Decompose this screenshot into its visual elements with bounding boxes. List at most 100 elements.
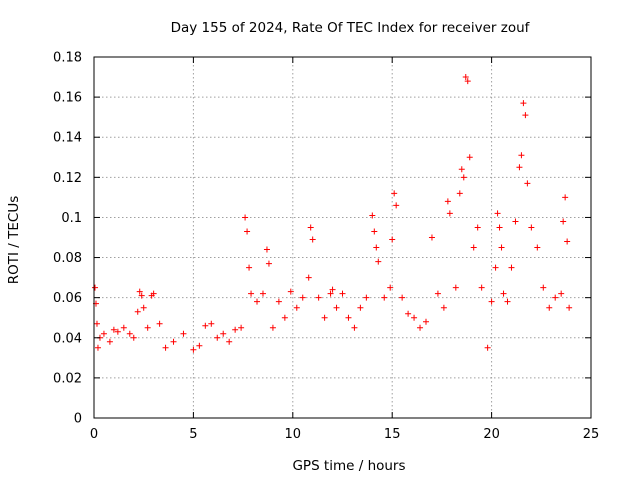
y-axis-label: ROTI / TECUs	[6, 196, 22, 284]
data-point	[345, 314, 352, 321]
data-point	[470, 244, 477, 251]
data-point	[126, 330, 133, 337]
data-point	[500, 290, 507, 297]
data-point	[244, 228, 251, 235]
x-tick-labels: 0 5 10 15 20 25	[90, 427, 599, 442]
data-point	[281, 314, 288, 321]
data-point	[94, 344, 101, 351]
data-point	[309, 236, 316, 243]
data-point	[93, 320, 100, 327]
data-point	[333, 304, 340, 311]
data-point	[110, 326, 117, 333]
data-point	[339, 290, 346, 297]
data-point	[464, 78, 471, 85]
data-point	[452, 284, 459, 291]
data-point	[566, 304, 573, 311]
y-tick-label: 0.14	[53, 131, 82, 146]
data-point	[508, 264, 515, 271]
data-point	[522, 112, 529, 119]
data-point	[373, 244, 380, 251]
data-marks	[91, 74, 573, 353]
y-tick-label: 0.02	[53, 371, 82, 386]
x-tick-label: 20	[483, 427, 500, 442]
data-point	[238, 324, 245, 331]
data-point	[399, 294, 406, 301]
data-point	[293, 304, 300, 311]
data-point	[202, 322, 209, 329]
data-point	[363, 294, 370, 301]
data-point	[196, 342, 203, 349]
data-point	[190, 346, 197, 353]
y-tick-label: 0.04	[53, 331, 82, 346]
data-point	[329, 286, 336, 293]
plot-frame	[93, 56, 592, 419]
data-point	[546, 304, 553, 311]
y-tick-label: 0.06	[53, 291, 82, 306]
data-point	[391, 190, 398, 197]
data-point	[389, 236, 396, 243]
data-point	[446, 210, 453, 217]
data-point	[494, 210, 501, 217]
data-point	[232, 326, 239, 333]
data-point	[327, 290, 334, 297]
data-point	[140, 304, 147, 311]
data-point	[405, 310, 412, 317]
y-tick-label: 0.12	[53, 171, 82, 186]
x-tick-label: 0	[90, 427, 98, 442]
data-point	[393, 202, 400, 209]
y-tick-labels: 0 0.02 0.04 0.06 0.08 0.1 0.12 0.14 0.16 0.18	[53, 51, 82, 427]
data-point	[136, 288, 143, 295]
data-point	[134, 308, 141, 315]
data-point	[265, 260, 272, 267]
x-tick-label: 25	[583, 427, 600, 442]
data-point	[466, 154, 473, 161]
y-tick-label: 0.18	[53, 51, 82, 66]
data-point	[269, 324, 276, 331]
data-point	[492, 264, 499, 271]
data-point	[434, 290, 441, 297]
data-point	[287, 288, 294, 295]
x-tick-label: 10	[285, 427, 302, 442]
data-point	[562, 194, 569, 201]
data-point	[456, 190, 463, 197]
data-point	[254, 298, 261, 305]
x-tick-label: 5	[189, 427, 197, 442]
data-point	[417, 324, 424, 331]
data-point	[484, 344, 491, 351]
data-point	[220, 330, 227, 337]
data-point	[564, 238, 571, 245]
data-point	[375, 258, 382, 265]
data-point	[518, 152, 525, 159]
data-point	[422, 318, 429, 325]
data-point	[114, 328, 121, 335]
data-point	[516, 164, 523, 171]
data-point	[275, 298, 282, 305]
data-point	[474, 224, 481, 231]
y-tick-label: 0.1	[61, 211, 82, 226]
data-point	[411, 314, 418, 321]
data-point	[498, 244, 505, 251]
data-point	[120, 324, 127, 331]
data-point	[458, 166, 465, 173]
chart-title: Day 155 of 2024, Rate Of TEC Index for r…	[171, 20, 531, 36]
y-tick-label: 0.08	[53, 251, 82, 266]
axis-ticks	[93, 56, 592, 419]
data-point	[138, 292, 145, 299]
data-point	[242, 214, 249, 221]
data-point	[444, 198, 451, 205]
data-point	[462, 74, 469, 81]
data-point	[381, 294, 388, 301]
data-point	[130, 334, 137, 341]
data-point	[299, 294, 306, 301]
data-point	[248, 290, 255, 297]
data-point	[307, 224, 314, 231]
data-point	[162, 344, 169, 351]
data-point	[478, 284, 485, 291]
data-point	[488, 298, 495, 305]
data-point	[560, 218, 567, 225]
y-tick-label: 0	[74, 412, 82, 427]
data-point	[180, 330, 187, 337]
data-point	[321, 314, 328, 321]
